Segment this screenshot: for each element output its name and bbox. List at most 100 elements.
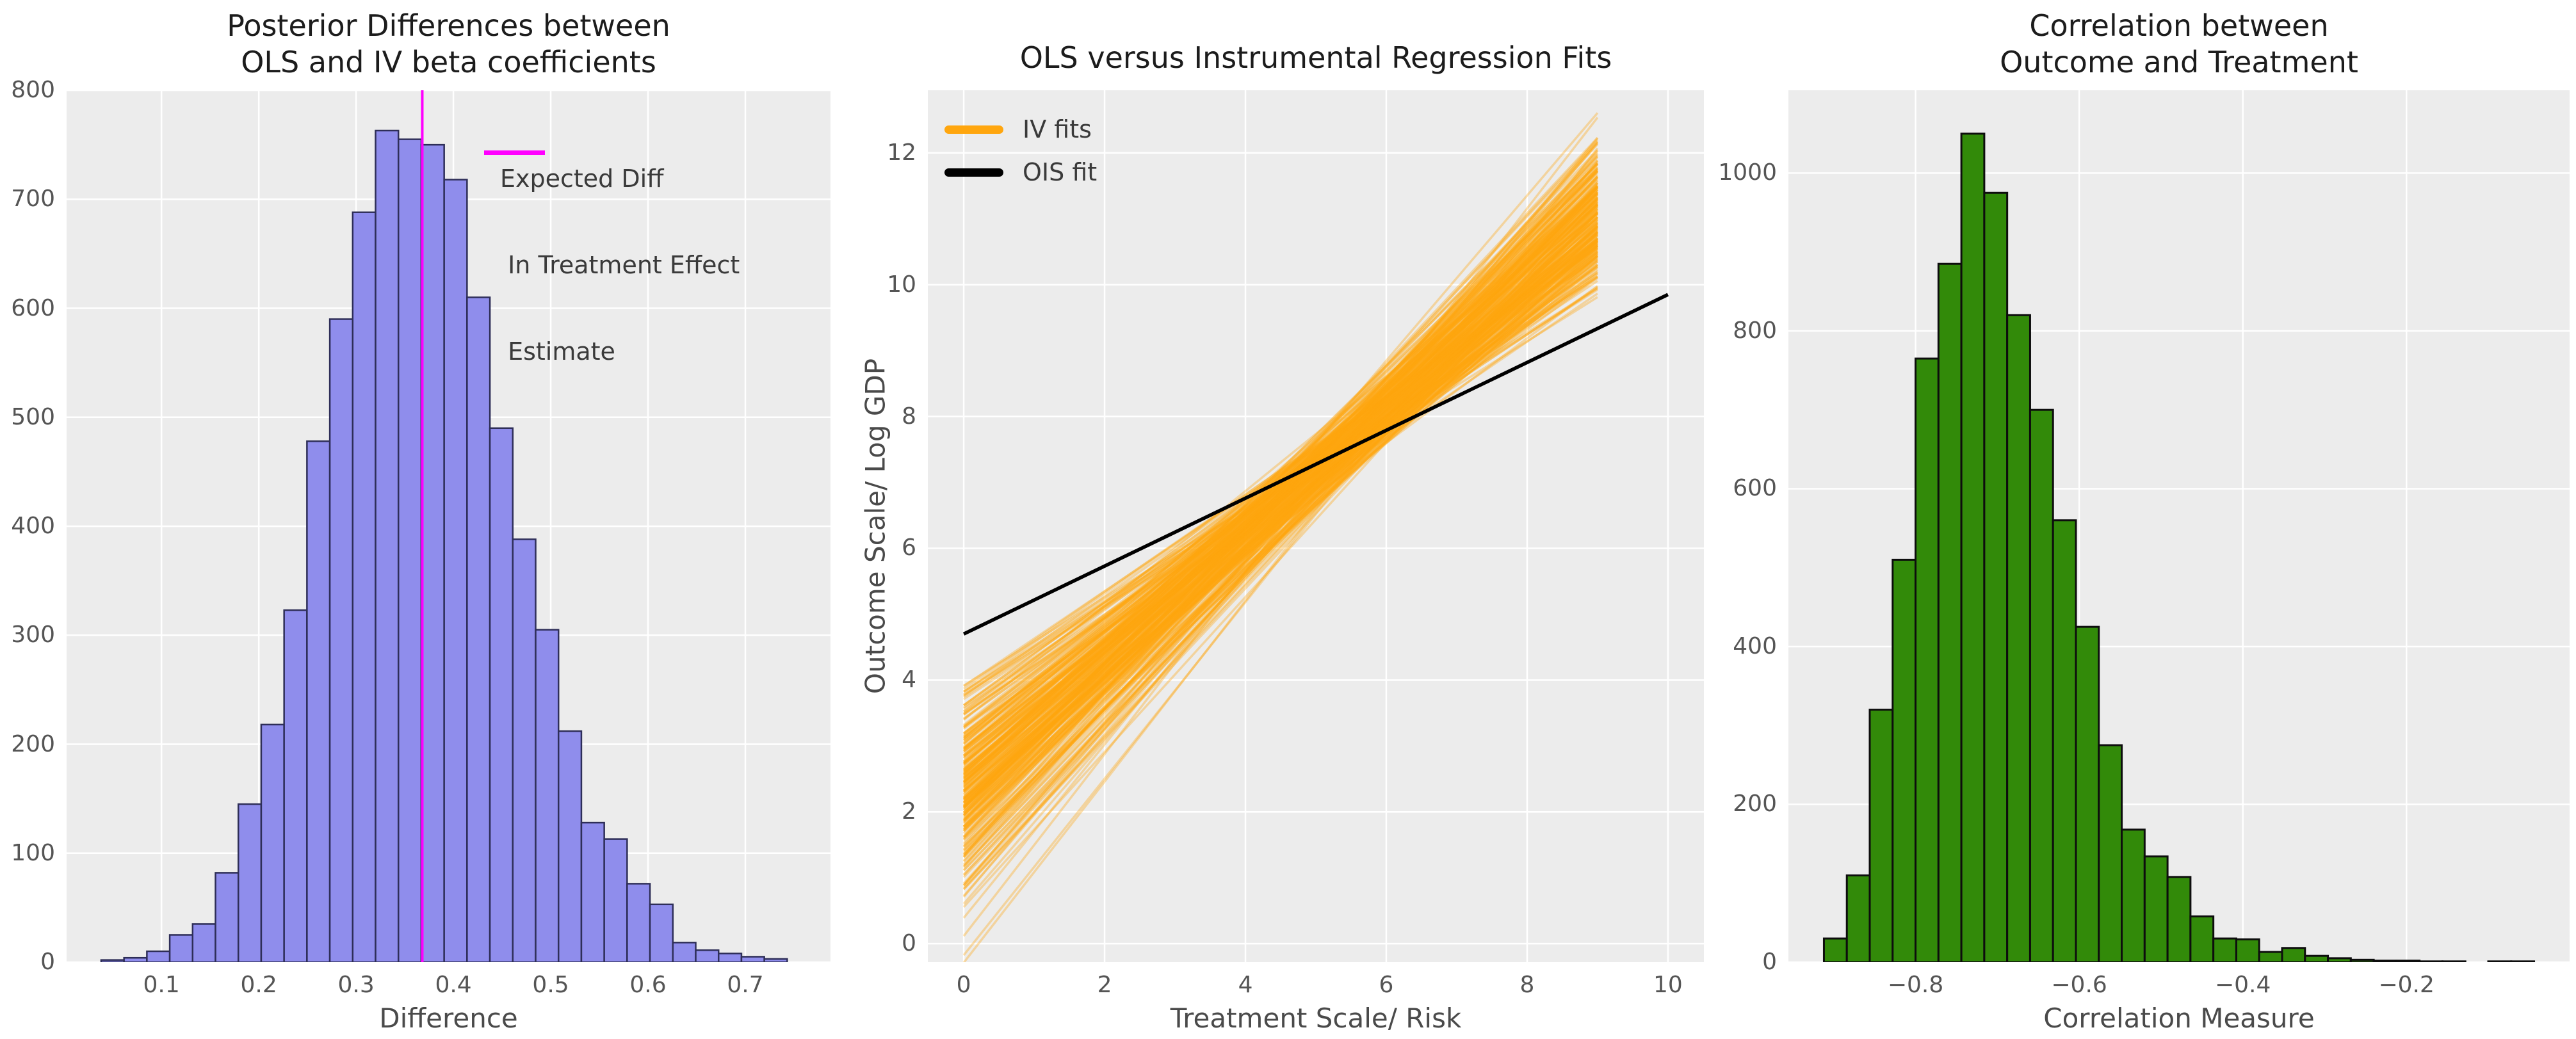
y-tick-label: 100: [11, 839, 55, 866]
iv-fit-line: [962, 204, 1599, 782]
iv-fit-line: [962, 238, 1599, 764]
y-tick-label: 10: [887, 271, 916, 298]
iv-fit-line: [962, 149, 1599, 809]
iv-fit-line: [962, 175, 1599, 822]
iv-fit-line: [962, 217, 1599, 779]
iv-fit-line: [962, 154, 1599, 828]
iv-fit-line: [962, 211, 1599, 871]
iv-fit-line: [963, 249, 1599, 753]
iv-fit-line: [962, 229, 1599, 796]
iv-fit-line: [962, 193, 1599, 809]
iv-fit-line: [962, 227, 1599, 759]
iv-fit-line: [963, 275, 1598, 697]
x-tick-label: 0.2: [240, 972, 277, 998]
histogram-bar: [489, 427, 514, 962]
iv-fit-line: [963, 238, 1599, 739]
iv-fit-line: [963, 234, 1599, 736]
iv-fit-line: [962, 246, 1599, 757]
histogram-bar: [2189, 915, 2215, 962]
iv-fit-line: [962, 159, 1599, 838]
iv-fit-line: [962, 166, 1599, 824]
iv-fit-line: [963, 260, 1599, 759]
iv-fit-line: [962, 255, 1599, 816]
iv-fit-line: [962, 264, 1599, 800]
iv-fits-legend-row: IV fits: [944, 108, 1097, 151]
iv-fit-line: [962, 163, 1599, 789]
histogram-bar: [260, 723, 285, 962]
iv-fit-line: [962, 204, 1599, 811]
y-tick-label: 8: [902, 403, 916, 430]
posterior-diff-chart-canvas: [67, 90, 830, 962]
iv-fit-line: [962, 169, 1599, 825]
ols-fit-legend-row: OIS fit: [944, 151, 1097, 194]
iv-fit-line: [963, 287, 1598, 709]
iv-fit-line: [962, 191, 1599, 858]
histogram-bar: [2372, 960, 2398, 962]
iv-fit-line: [962, 204, 1599, 787]
iv-fit-line: [962, 168, 1599, 784]
iv-fit-line: [962, 207, 1599, 745]
iv-fit-line: [962, 251, 1599, 766]
histogram-bar: [1937, 262, 1963, 962]
y-tick-label: 300: [11, 622, 55, 648]
histogram-bar: [2327, 957, 2352, 962]
histogram-bar: [2143, 855, 2169, 962]
iv-fit-line: [962, 218, 1599, 754]
x-tick-label: 8: [1519, 972, 1535, 998]
histogram-bar: [1960, 133, 1986, 962]
iv-fit-line: [962, 221, 1599, 750]
magenta-line-swatch-icon: [484, 150, 545, 155]
left-chart-title-line2: OLS and IV beta coefficients: [241, 45, 656, 80]
iv-fit-line: [962, 204, 1599, 801]
iv-fit-line: [962, 197, 1599, 784]
ols-fit-line: [962, 293, 1669, 636]
histogram-bar: [603, 838, 628, 962]
regression-fits-plot-area: IV fits OIS fit: [928, 90, 1704, 962]
iv-fit-line: [963, 275, 1598, 693]
iv-fit-line: [962, 229, 1599, 775]
iv-fit-line: [962, 238, 1599, 752]
iv-fit-line: [962, 177, 1599, 808]
iv-fit-line: [962, 248, 1599, 821]
iv-fit-line: [962, 206, 1599, 871]
x-tick-label: 2: [1097, 972, 1112, 998]
iv-fit-line: [962, 185, 1599, 835]
iv-fit-line: [963, 245, 1599, 742]
iv-fit-line: [962, 246, 1599, 828]
iv-fit-line: [962, 252, 1599, 773]
iv-fit-line: [962, 197, 1599, 830]
iv-fit-line: [962, 241, 1599, 780]
iv-fit-line: [962, 167, 1599, 777]
right-chart-title-line2: Outcome and Treatment: [2000, 45, 2358, 80]
iv-fit-line: [963, 238, 1598, 713]
iv-fit-line: [962, 193, 1599, 766]
iv-fit-line: [962, 209, 1599, 908]
iv-fit-line: [962, 225, 1599, 798]
ols-fit-legend-label: OIS fit: [1023, 157, 1098, 186]
iv-fit-line: [962, 210, 1599, 784]
iv-fit-line: [963, 228, 1599, 726]
correlation-plot-area: [1788, 90, 2570, 962]
histogram-bar: [397, 138, 423, 962]
histogram-bar: [2304, 954, 2329, 962]
y-tick-label: 700: [11, 186, 55, 213]
right-xaxis-label: Correlation Measure: [2043, 1003, 2315, 1034]
histogram-bar: [2098, 744, 2123, 962]
iv-fit-line: [962, 200, 1599, 796]
left-xaxis-label: Difference: [379, 1003, 518, 1034]
iv-fit-line: [962, 225, 1599, 778]
iv-fit-line: [962, 230, 1599, 787]
iv-fit-line: [962, 163, 1599, 823]
iv-fit-line: [962, 166, 1599, 856]
histogram-bar: [306, 440, 331, 962]
iv-fit-line: [963, 271, 1598, 706]
histogram-bar: [2281, 947, 2306, 962]
iv-fit-line: [962, 177, 1599, 806]
iv-fit-line: [963, 239, 1598, 713]
histogram-bar: [191, 923, 216, 962]
iv-fit-line: [962, 236, 1599, 828]
iv-fit-line: [962, 204, 1599, 721]
x-tick-label: −0.2: [2378, 972, 2434, 998]
iv-fit-line: [962, 243, 1599, 757]
histogram-bar: [1822, 937, 1848, 962]
